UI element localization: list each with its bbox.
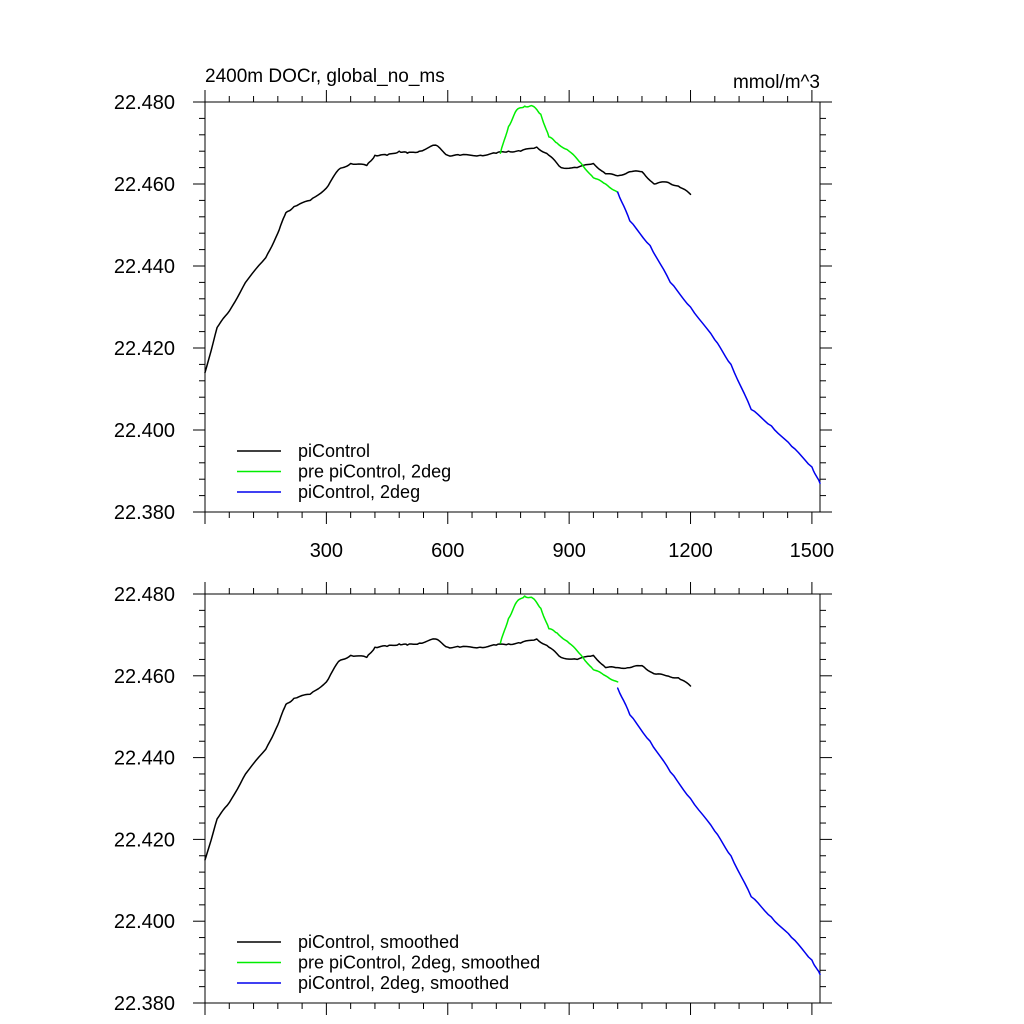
y-tick-label: 22.420 (114, 338, 175, 360)
y-tick-label: 22.380 (114, 993, 175, 1015)
legend-label: piControl, 2deg (298, 482, 420, 502)
y-tick-label: 22.440 (114, 256, 175, 278)
y-tick-label: 22.460 (114, 174, 175, 196)
y-tick-label: 22.480 (114, 584, 175, 606)
legend-label: pre piControl, 2deg, smoothed (298, 953, 540, 973)
legend-label: piControl (298, 441, 370, 461)
plot-frame (204, 593, 821, 1004)
x-tick-label: 300 (310, 540, 343, 562)
y-tick-label: 22.380 (114, 502, 175, 524)
x-tick-label: 900 (552, 540, 585, 562)
legend-label: piControl, 2deg, smoothed (298, 973, 509, 993)
series-line-picontrol-2deg (616, 191, 821, 485)
y-tick-label: 22.400 (114, 911, 175, 933)
chart-units: mmol/m^3 (733, 72, 820, 93)
x-tick-label: 600 (431, 540, 464, 562)
y-tick-label: 22.440 (114, 748, 175, 770)
series-line-pre-picontrol-2deg (499, 104, 619, 193)
series-line-picontrol-2deg-smoothed (616, 687, 821, 976)
top-panel: 22.380 22.400 22.420 22.440 22.460 22.480 300 6… (114, 66, 834, 562)
series-line-picontrol-smoothed (204, 638, 692, 861)
bottom-panel: 22.380 22.400 22.420 22.440 22.460 22.480 piCo… (114, 582, 832, 1015)
chart-title: 2400m DOCr, global_no_ms (205, 66, 445, 87)
y-tick-label: 22.460 (114, 666, 175, 688)
x-tick-label: 1500 (790, 540, 835, 562)
series-line-pre-picontrol-2deg-smoothed (499, 595, 619, 683)
plot-frame (204, 101, 821, 513)
y-tick-label: 22.420 (114, 829, 175, 851)
y-tick-label: 22.480 (114, 92, 175, 114)
y-tick-label: 22.400 (114, 420, 175, 442)
x-tick-label: 1200 (668, 540, 713, 562)
legend-label: piControl, smoothed (298, 932, 459, 952)
legend-label: pre piControl, 2deg (298, 462, 451, 482)
series-line-picontrol (204, 144, 692, 374)
